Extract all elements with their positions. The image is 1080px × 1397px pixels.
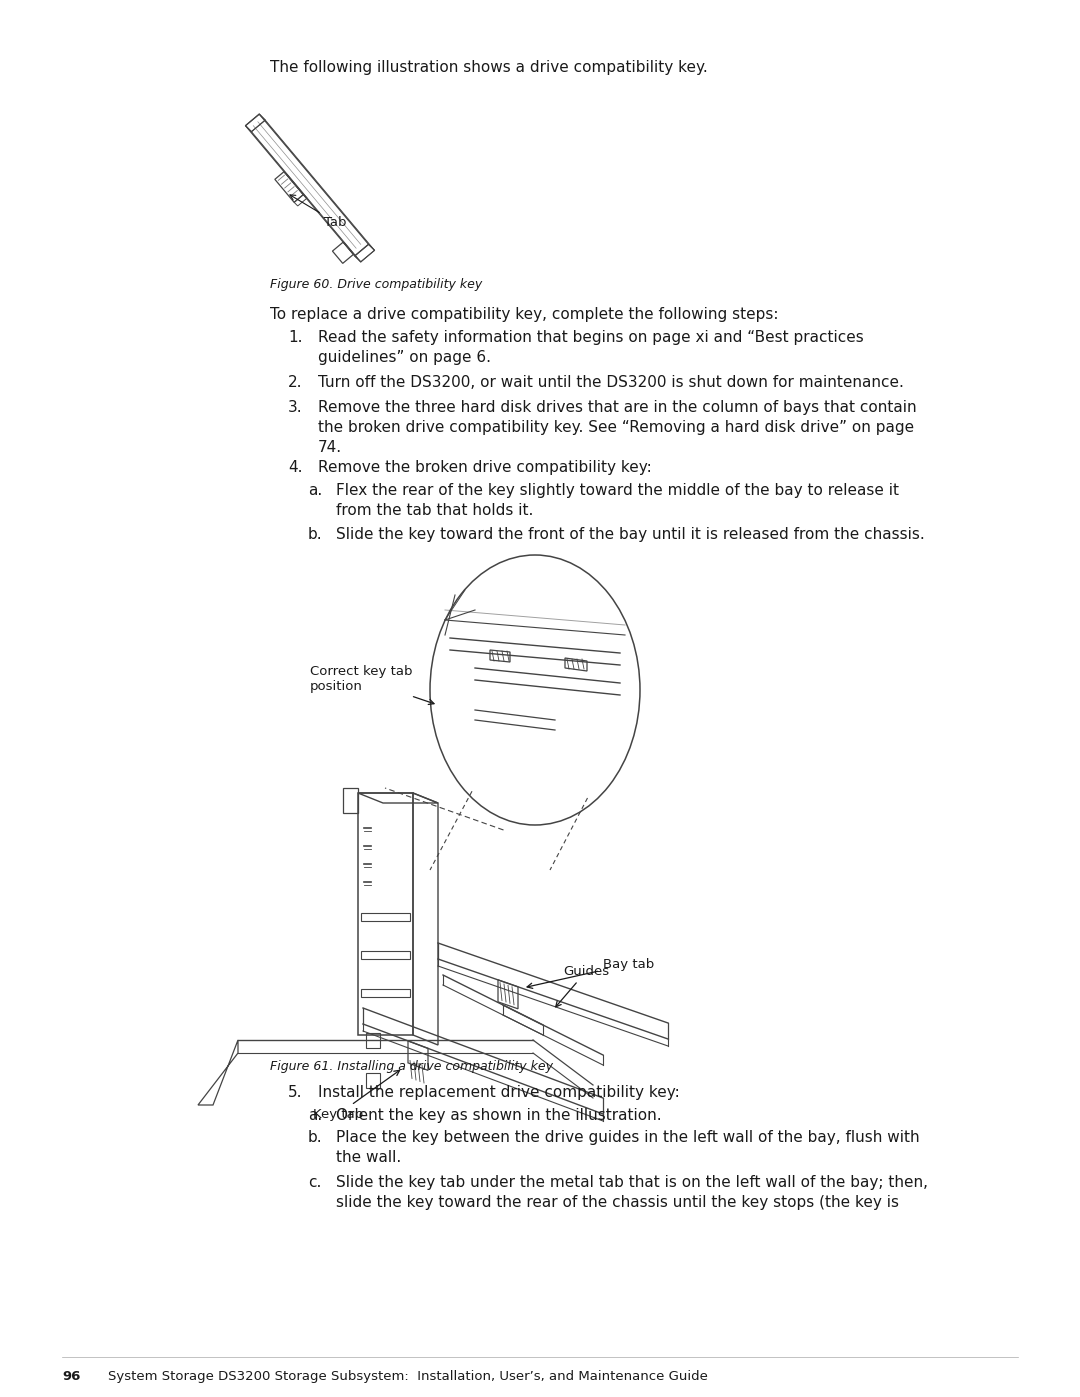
Text: 1.: 1.	[288, 330, 302, 345]
Text: the wall.: the wall.	[336, 1150, 402, 1165]
Text: 96: 96	[62, 1370, 80, 1383]
Text: Key tab: Key tab	[313, 1070, 400, 1120]
Text: Bay tab: Bay tab	[527, 958, 654, 989]
Text: a.: a.	[308, 483, 322, 497]
Text: 5.: 5.	[288, 1085, 302, 1099]
Text: slide the key toward the rear of the chassis until the key stops (the key is: slide the key toward the rear of the cha…	[336, 1194, 899, 1210]
Text: Read the safety information that begins on page xi and “Best practices: Read the safety information that begins …	[318, 330, 864, 345]
Text: The following illustration shows a drive compatibility key.: The following illustration shows a drive…	[270, 60, 707, 75]
Text: Flex the rear of the key slightly toward the middle of the bay to release it: Flex the rear of the key slightly toward…	[336, 483, 899, 497]
Text: Remove the three hard disk drives that are in the column of bays that contain: Remove the three hard disk drives that a…	[318, 400, 917, 415]
Text: Slide the key toward the front of the bay until it is released from the chassis.: Slide the key toward the front of the ba…	[336, 527, 924, 542]
Text: Tab: Tab	[289, 196, 347, 229]
Text: Orient the key as shown in the illustration.: Orient the key as shown in the illustrat…	[336, 1108, 662, 1123]
Text: To replace a drive compatibility key, complete the following steps:: To replace a drive compatibility key, co…	[270, 307, 779, 321]
Text: 2.: 2.	[288, 374, 302, 390]
Text: Correct key tab
position: Correct key tab position	[310, 665, 434, 704]
Text: Turn off the DS3200, or wait until the DS3200 is shut down for maintenance.: Turn off the DS3200, or wait until the D…	[318, 374, 904, 390]
Text: from the tab that holds it.: from the tab that holds it.	[336, 503, 534, 518]
Text: Place the key between the drive guides in the left wall of the bay, flush with: Place the key between the drive guides i…	[336, 1130, 920, 1146]
Text: System Storage DS3200 Storage Subsystem:  Installation, User’s, and Maintenance : System Storage DS3200 Storage Subsystem:…	[108, 1370, 707, 1383]
Text: c.: c.	[308, 1175, 322, 1190]
Text: b.: b.	[308, 527, 323, 542]
Text: 3.: 3.	[288, 400, 302, 415]
Text: the broken drive compatibility key. See “Removing a hard disk drive” on page: the broken drive compatibility key. See …	[318, 420, 914, 434]
Text: b.: b.	[308, 1130, 323, 1146]
Text: 74.: 74.	[318, 440, 342, 455]
Text: Figure 61. Installing a drive compatibility key: Figure 61. Installing a drive compatibil…	[270, 1060, 553, 1073]
Text: Install the replacement drive compatibility key:: Install the replacement drive compatibil…	[318, 1085, 679, 1099]
Text: a.: a.	[308, 1108, 322, 1123]
Text: guidelines” on page 6.: guidelines” on page 6.	[318, 351, 491, 365]
Text: 4.: 4.	[288, 460, 302, 475]
Text: Figure 60. Drive compatibility key: Figure 60. Drive compatibility key	[270, 278, 483, 291]
Text: Guides: Guides	[556, 965, 609, 1007]
Text: Remove the broken drive compatibility key:: Remove the broken drive compatibility ke…	[318, 460, 651, 475]
Text: Slide the key tab under the metal tab that is on the left wall of the bay; then,: Slide the key tab under the metal tab th…	[336, 1175, 928, 1190]
